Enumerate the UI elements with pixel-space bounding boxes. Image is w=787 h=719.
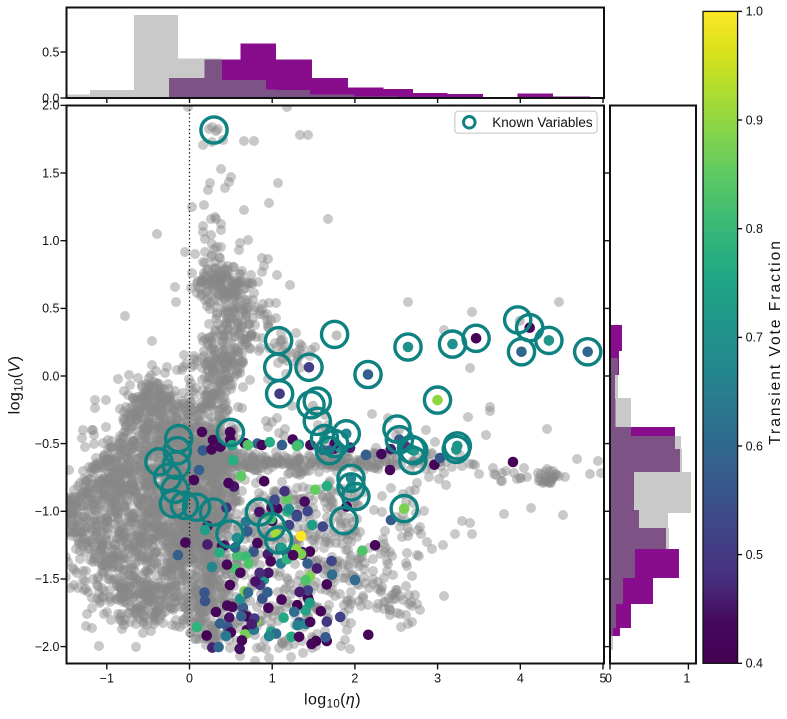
- svg-text:0.0: 0.0: [42, 91, 59, 105]
- svg-text:1: 1: [269, 672, 276, 686]
- svg-text:1.0: 1.0: [746, 5, 763, 19]
- svg-text:3: 3: [434, 672, 441, 686]
- svg-text:−2.0: −2.0: [35, 640, 60, 654]
- svg-text:Transient Vote Fraction: Transient Vote Fraction: [767, 239, 784, 445]
- svg-text:0.5: 0.5: [42, 302, 59, 316]
- svg-text:−1.5: −1.5: [35, 572, 60, 586]
- svg-text:−1: −1: [100, 672, 114, 686]
- svg-text:0.4: 0.4: [746, 657, 763, 671]
- svg-text:0.5: 0.5: [42, 45, 59, 59]
- svg-text:−1.0: −1.0: [35, 505, 60, 519]
- svg-text:1: 1: [683, 672, 690, 686]
- svg-text:0.5: 0.5: [746, 548, 763, 562]
- svg-text:0: 0: [605, 672, 612, 686]
- svg-text:Known Variables: Known Variables: [492, 115, 593, 130]
- svg-text:0.6: 0.6: [746, 439, 763, 453]
- svg-text:0: 0: [186, 672, 193, 686]
- svg-text:1.5: 1.5: [42, 166, 59, 180]
- svg-text:4: 4: [517, 672, 524, 686]
- svg-text:2: 2: [351, 672, 358, 686]
- svg-text:1.0: 1.0: [42, 234, 59, 248]
- svg-text:0.0: 0.0: [42, 369, 59, 383]
- svg-text:−0.5: −0.5: [35, 437, 60, 451]
- svg-text:0.8: 0.8: [746, 222, 763, 236]
- svg-text:0.7: 0.7: [746, 331, 763, 345]
- svg-text:0.9: 0.9: [746, 113, 763, 127]
